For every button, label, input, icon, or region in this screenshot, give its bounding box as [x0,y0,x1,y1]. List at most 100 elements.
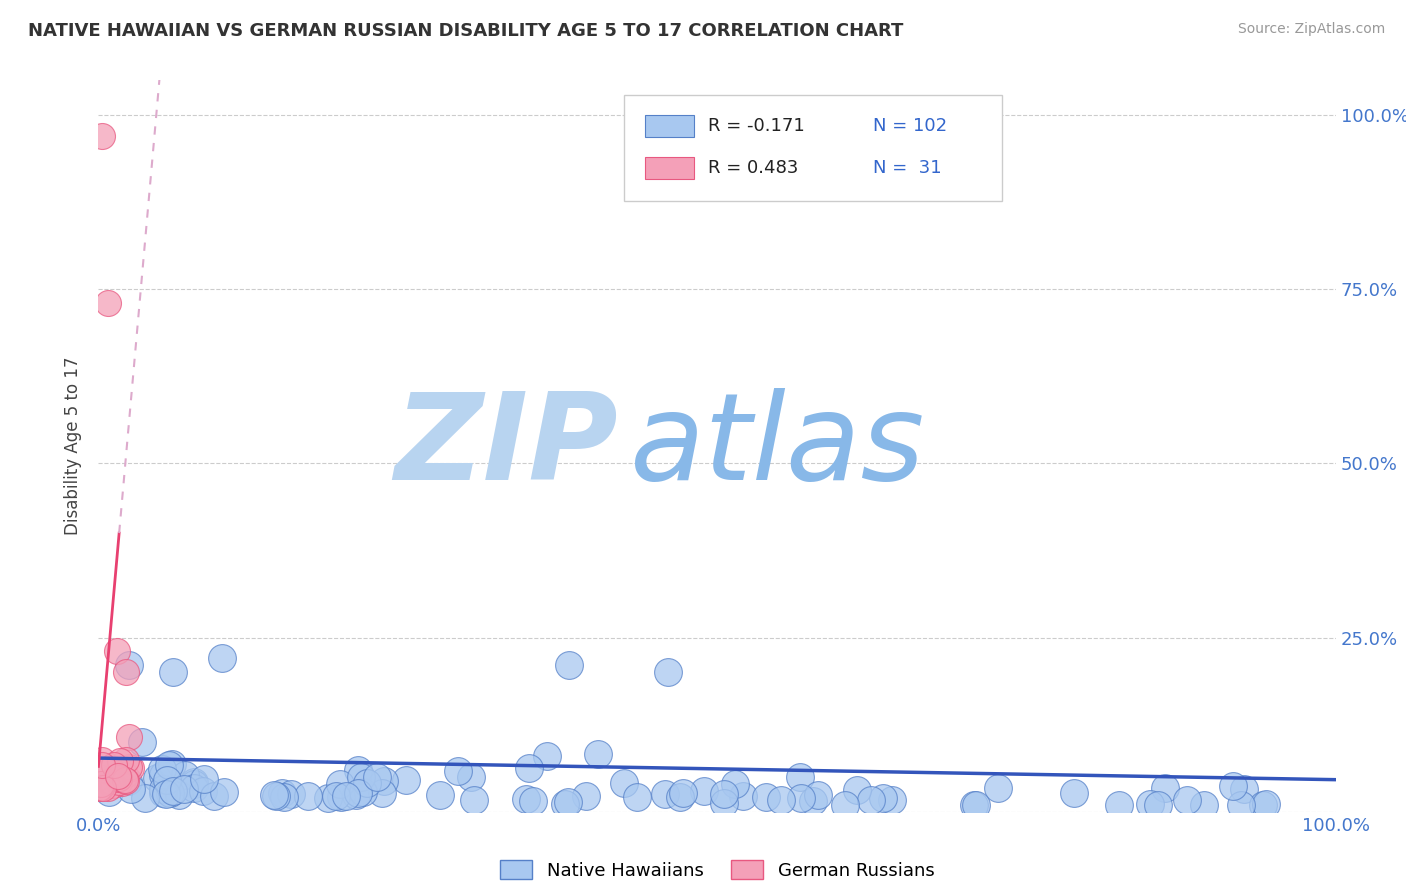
Point [801,794,824,808]
Point [460,770,482,784]
Point [155,787,177,801]
Point [1192,797,1215,812]
Point [522,794,544,808]
Point [191,784,214,798]
Point [880,792,903,806]
Point [118,760,141,774]
Point [115,774,138,789]
Point [963,797,986,812]
Point [167,788,190,802]
Point [107,772,129,786]
Point [108,772,131,786]
Point [204,789,226,803]
Point [447,764,470,778]
Point [654,787,676,801]
Point [97,296,120,310]
Point [114,768,136,782]
Point [325,789,347,803]
Point [1256,797,1278,811]
Point [557,658,579,673]
Point [131,734,153,748]
Point [344,789,367,803]
Point [373,774,395,789]
Point [159,786,181,800]
Point [105,644,128,658]
Point [347,786,370,800]
Point [280,787,302,801]
Point [872,791,894,805]
Text: Source: ZipAtlas.com: Source: ZipAtlas.com [1237,22,1385,37]
FancyBboxPatch shape [645,157,693,179]
Point [90,753,112,767]
Point [107,770,129,784]
Point [90,758,112,772]
Point [90,777,112,791]
Point [98,761,121,775]
Point [352,785,374,799]
Point [329,777,352,791]
Point [120,761,142,775]
Point [134,790,156,805]
Point [1230,797,1253,812]
Point [1175,793,1198,807]
Point [335,789,357,803]
Point [108,774,131,789]
Point [713,787,735,801]
Point [101,778,124,792]
Point [987,780,1010,795]
Point [350,770,373,784]
Point [557,795,579,809]
Point [98,774,121,789]
Point [1233,781,1256,796]
Point [965,797,987,812]
Point [1063,786,1085,800]
Point [1253,797,1275,812]
Point [273,790,295,805]
Point [733,789,755,803]
Point [347,764,370,778]
Text: N =  31: N = 31 [873,159,942,177]
Point [152,786,174,800]
Legend: Native Hawaiians, German Russians: Native Hawaiians, German Russians [492,853,942,887]
Point [117,773,139,788]
Point [146,771,169,785]
Point [575,789,598,803]
Point [214,785,236,799]
Point [770,793,793,807]
Point [97,780,120,795]
Point [263,788,285,802]
Point [183,774,205,789]
Point [120,782,142,797]
Point [156,772,179,787]
Point [150,762,173,776]
Point [115,753,138,767]
Point [429,789,451,803]
Point [90,780,112,795]
Point [173,781,195,796]
Point [89,772,111,787]
Text: R = 0.483: R = 0.483 [709,159,799,177]
Y-axis label: Disability Age 5 to 17: Disability Age 5 to 17 [65,357,83,535]
Point [657,665,679,680]
Point [183,777,205,791]
Point [536,748,558,763]
Point [713,797,735,811]
Text: atlas: atlas [630,387,925,505]
Point [626,789,648,804]
Point [271,787,294,801]
Point [672,786,695,800]
Point [515,791,537,805]
Point [329,789,352,804]
Point [152,782,174,797]
Text: NATIVE HAWAIIAN VS GERMAN RUSSIAN DISABILITY AGE 5 TO 17 CORRELATION CHART: NATIVE HAWAIIAN VS GERMAN RUSSIAN DISABI… [28,22,904,40]
Point [162,665,184,680]
Point [114,773,136,788]
Text: ZIP: ZIP [394,387,619,505]
Point [586,747,609,762]
Point [159,758,181,772]
Point [807,788,830,802]
Point [118,731,141,745]
Point [366,770,388,784]
Point [1108,797,1130,812]
Point [845,782,868,797]
